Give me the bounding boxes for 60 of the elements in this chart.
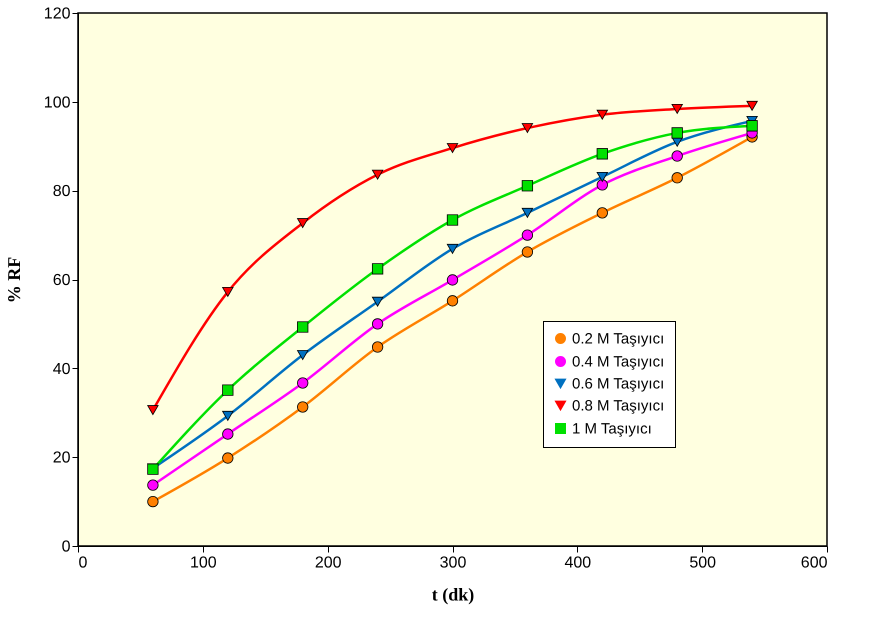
y-tick-label: 60 bbox=[52, 272, 71, 289]
point bbox=[446, 274, 458, 286]
point bbox=[522, 246, 534, 258]
x-tick-label: 100 bbox=[190, 554, 217, 572]
legend-label: 0.6 M Taşıyıcı bbox=[572, 376, 664, 392]
point bbox=[596, 148, 608, 160]
point bbox=[222, 286, 234, 297]
point bbox=[147, 405, 159, 416]
point bbox=[446, 244, 458, 254]
point bbox=[297, 401, 308, 413]
y-tick-label: 100 bbox=[44, 94, 71, 112]
point bbox=[522, 229, 534, 241]
point bbox=[222, 384, 234, 396]
point bbox=[672, 172, 683, 184]
x-axis-title: t (dk) bbox=[432, 584, 474, 604]
y-tick-label: 20 bbox=[52, 450, 71, 467]
x-tick-label: 400 bbox=[564, 554, 592, 572]
point bbox=[596, 179, 608, 191]
point bbox=[672, 127, 683, 139]
point bbox=[446, 295, 458, 306]
point bbox=[522, 123, 534, 133]
point bbox=[596, 172, 608, 182]
point bbox=[596, 207, 608, 219]
point bbox=[222, 428, 234, 440]
point bbox=[297, 350, 308, 360]
point bbox=[222, 410, 234, 421]
point bbox=[147, 496, 159, 508]
point bbox=[297, 377, 308, 389]
point bbox=[746, 100, 758, 111]
point bbox=[446, 214, 458, 226]
point bbox=[372, 296, 384, 307]
point bbox=[522, 180, 534, 192]
point bbox=[147, 480, 159, 491]
point bbox=[446, 143, 458, 153]
point bbox=[746, 120, 758, 132]
point bbox=[222, 452, 234, 464]
x-tick-label: 0 bbox=[78, 554, 88, 572]
point bbox=[372, 170, 384, 180]
legend-label: 1 M Taşıyıcı bbox=[572, 420, 652, 438]
legend-label: 0.8 M Taşıyıcı bbox=[572, 398, 664, 414]
point bbox=[372, 263, 384, 274]
x-tick-label: 500 bbox=[689, 554, 716, 572]
point bbox=[596, 110, 608, 120]
y-axis-title: % RF bbox=[4, 256, 24, 304]
point bbox=[522, 208, 534, 218]
point bbox=[297, 218, 308, 228]
y-tick-label: 0 bbox=[62, 538, 71, 556]
x-tick-label: 300 bbox=[440, 554, 466, 572]
y-tick-label: 40 bbox=[52, 360, 71, 378]
legend-label: 0.2 M Taşıyıcı bbox=[572, 330, 664, 348]
y-tick-label: 120 bbox=[44, 6, 71, 22]
point bbox=[672, 104, 683, 114]
point bbox=[372, 318, 384, 330]
point bbox=[297, 321, 308, 333]
x-tick-label: 200 bbox=[314, 554, 342, 572]
y-tick-label: 80 bbox=[52, 183, 71, 200]
point bbox=[372, 341, 384, 353]
legend-label: 0.4 M Taşıyıcı bbox=[572, 354, 664, 370]
x-tick-label: 600 bbox=[800, 554, 828, 572]
point bbox=[672, 150, 683, 162]
